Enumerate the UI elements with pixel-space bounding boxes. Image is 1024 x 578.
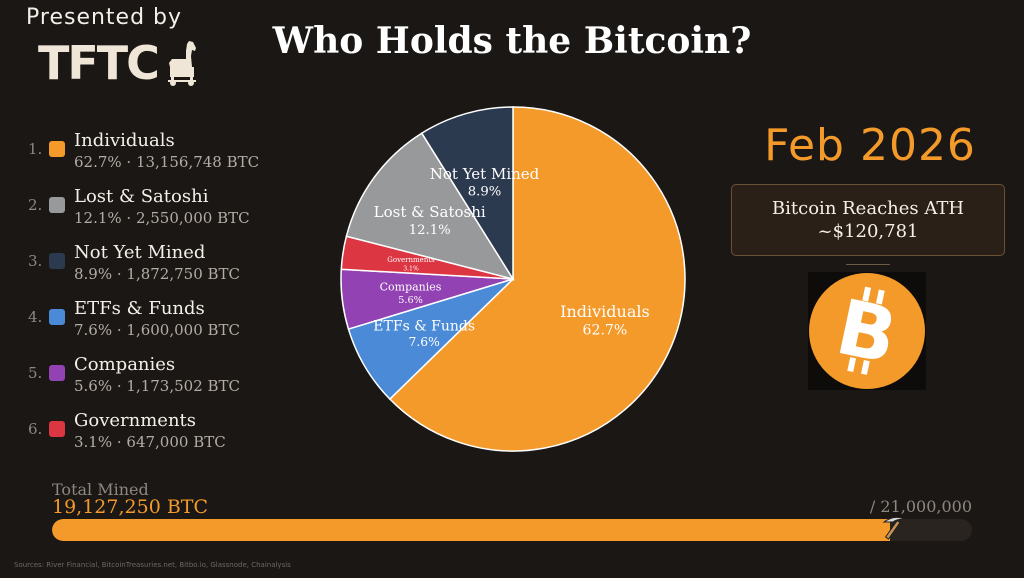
legend-value: 3.1% · 647,000 BTC (74, 433, 226, 451)
legend-value: 12.1% · 2,550,000 BTC (74, 209, 250, 227)
pie-slice-lost-satoshi (345, 132, 515, 281)
legend-swatch (49, 421, 65, 437)
legend-label: Not Yet Mined (74, 242, 206, 263)
total-mined-label: Total Mined (52, 480, 149, 499)
legend-swatch (49, 197, 65, 213)
legend-rank: 2. (28, 196, 43, 214)
legend-value: 5.6% · 1,173,502 BTC (74, 377, 241, 395)
event-date: Feb 2026 (764, 120, 976, 171)
pie-label-name: Lost & Satoshi (374, 203, 486, 221)
legend-label: ETFs & Funds (74, 298, 205, 319)
pie-label-percent: 3.1% (403, 266, 419, 273)
legend-swatch (49, 141, 65, 157)
legend-value: 62.7% · 13,156,748 BTC (74, 153, 260, 171)
legend-label: Companies (74, 354, 176, 375)
ath-callout: Bitcoin Reaches ATH ~$120,781 (731, 184, 1005, 256)
pie-label-percent: 7.6% (409, 335, 441, 349)
pie-label-name: Companies (380, 280, 442, 293)
legend-rank: 4. (28, 308, 43, 326)
pie-label-percent: 5.6% (398, 295, 423, 306)
page-title: Who Holds the Bitcoin? (272, 20, 752, 62)
divider (846, 264, 890, 265)
sources-footer: Sources: River Financial, BitcoinTreasur… (14, 561, 291, 569)
pie-slice-not-yet-mined (420, 106, 514, 282)
ath-title: Bitcoin Reaches ATH (771, 198, 965, 219)
legend-value: 7.6% · 1,600,000 BTC (74, 321, 241, 339)
pie-slice-individuals (388, 106, 686, 452)
legend-label: Governments (74, 410, 197, 431)
legend-label: Lost & Satoshi (74, 186, 209, 207)
ath-price: ~$120,781 (817, 221, 919, 242)
presented-by-text: Presented by (26, 5, 183, 30)
legend-rank: 1. (28, 140, 43, 158)
mined-progress-bar (52, 519, 972, 541)
total-mined-value: 19,127,250 BTC (52, 496, 208, 518)
legend-value: 8.9% · 1,872,750 BTC (74, 265, 241, 283)
bitcoin-coin: B (808, 272, 926, 390)
pie-label-percent: 8.9% (468, 185, 502, 200)
legend-rank: 3. (28, 252, 43, 270)
legend-swatch (49, 365, 65, 381)
pie-label-percent: 62.7% (583, 323, 628, 339)
logo-text: TFTC (38, 36, 160, 90)
max-supply-label: / 21,000,000 (869, 497, 972, 516)
pickaxe-icon (882, 516, 907, 540)
pie-chart-container: Individuals 62.7% ETFs & Funds 7.6% Companie… (338, 104, 688, 458)
legend-rank: 5. (28, 364, 43, 382)
pie-label-percent: 12.1% (409, 223, 451, 238)
pie-label-name: Individuals (560, 302, 650, 321)
trojan-horse-icon (167, 41, 196, 86)
mined-progress-fill (52, 519, 890, 541)
tftc-logo: TFTC (38, 36, 202, 90)
legend-label: Individuals (74, 130, 175, 151)
pie-label-name: ETFs & Funds (373, 319, 475, 335)
legend-swatch (49, 309, 65, 325)
legend-rank: 6. (28, 420, 43, 438)
legend-swatch (49, 253, 65, 269)
pie-label-name: Governments (387, 256, 435, 264)
pie-label-name: Not Yet Mined (430, 165, 540, 183)
bitcoin-icon: B (809, 273, 925, 389)
